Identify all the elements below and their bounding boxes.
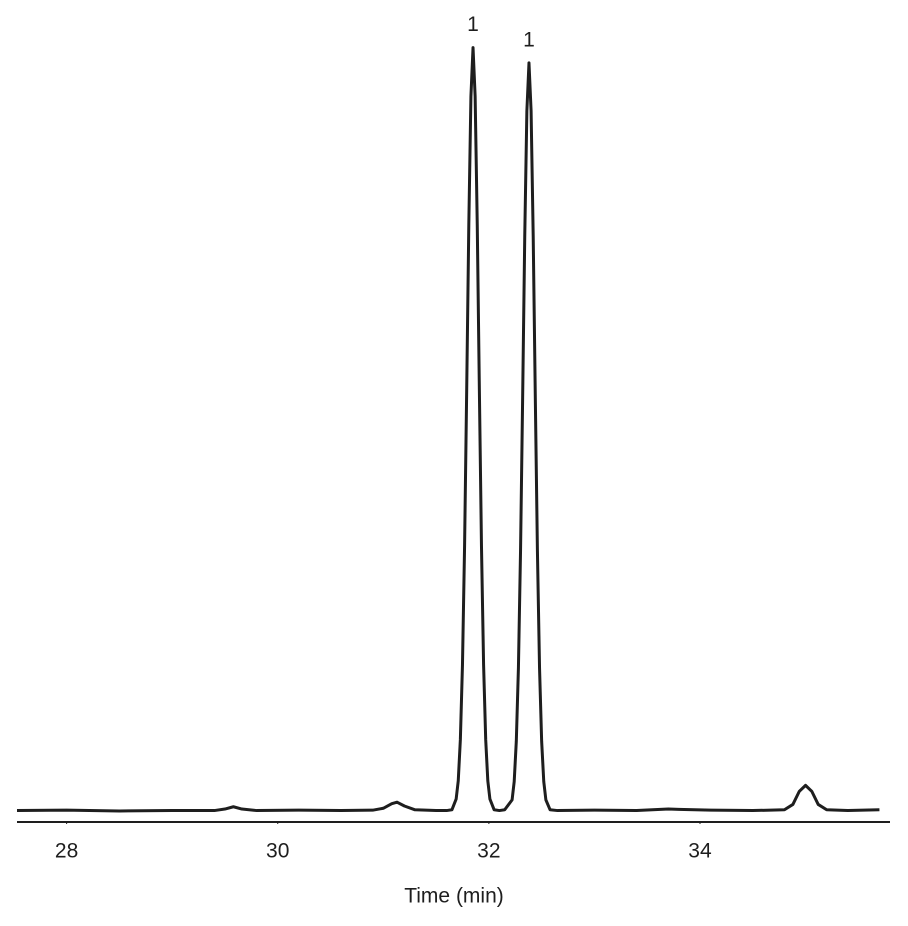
x-tick-label: 34 <box>688 840 712 863</box>
x-tick-label: 32 <box>477 840 500 863</box>
x-tick-label: 28 <box>55 840 78 863</box>
peak-label: 1 <box>467 13 479 36</box>
x-tick-label: 30 <box>266 840 289 863</box>
x-axis-label: Time (min) <box>404 885 504 908</box>
peak-label: 1 <box>523 28 535 51</box>
trace-line <box>16 46 880 813</box>
